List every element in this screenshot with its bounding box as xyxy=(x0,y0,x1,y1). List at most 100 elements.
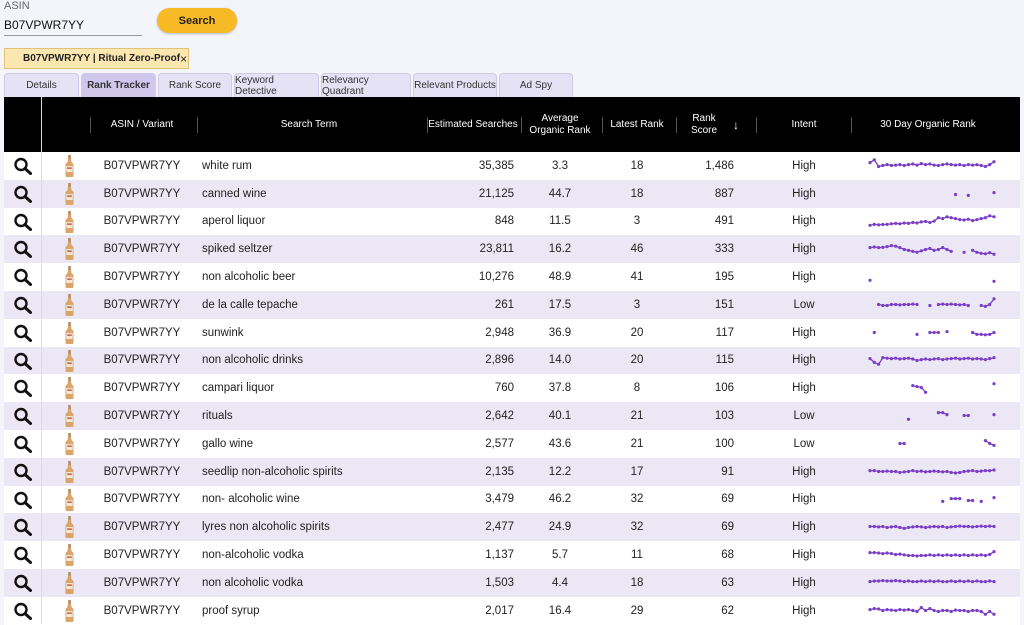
search-magnifier-icon[interactable] xyxy=(13,602,33,620)
table-row[interactable]: B07VPWR7YY de la calle tepache 261 17.5 … xyxy=(4,290,1020,319)
organic-rank-sparkline xyxy=(911,382,996,395)
sparkline-point xyxy=(992,190,996,194)
estimated-searches-cell: 2,896 xyxy=(485,354,514,367)
sparkline-segment xyxy=(938,412,948,416)
table-row[interactable]: B07VPWR7YY sunwink 2,948 36.9 20 117 Hig… xyxy=(4,318,1020,347)
table-row[interactable]: B07VPWR7YY canned wine 21,125 44.7 18 88… xyxy=(4,179,1020,208)
latest-rank-cell: 21 xyxy=(630,437,644,450)
asin-input[interactable] xyxy=(4,15,142,36)
tab-keyword-detective[interactable]: Keyword Detective xyxy=(234,73,319,97)
tab-rank-score[interactable]: Rank Score xyxy=(158,73,232,97)
organic-rank-sparkline xyxy=(868,550,996,558)
search-magnifier-icon[interactable] xyxy=(13,185,33,203)
sparkline-point xyxy=(941,499,945,503)
intent-cell: High xyxy=(792,465,816,478)
header-rank-score[interactable]: Rank Score xyxy=(678,97,730,152)
search-term-cell: non alcoholic drinks xyxy=(202,354,304,367)
search-magnifier-icon[interactable] xyxy=(13,296,33,314)
sparkline-point xyxy=(868,579,872,584)
search-magnifier-icon[interactable] xyxy=(13,574,33,592)
table-row[interactable]: B07VPWR7YY campari liquor 760 37.8 8 106… xyxy=(4,374,1020,403)
header-estimated-searches[interactable]: Estimated Searches xyxy=(428,118,518,130)
table-row[interactable]: B07VPWR7YY gallo wine 2,577 43.6 21 100 … xyxy=(4,429,1020,458)
asin-cell: B07VPWR7YY xyxy=(103,576,181,589)
table-row[interactable]: B07VPWR7YY lyres non alcoholic spirits 2… xyxy=(4,513,1020,542)
search-magnifier-icon[interactable] xyxy=(13,268,33,287)
header-30-day-organic-rank[interactable]: 30 Day Organic Rank xyxy=(880,118,976,130)
intent-cell: High xyxy=(792,382,816,395)
search-magnifier-icon[interactable] xyxy=(13,546,33,565)
tab-bar: Details Rank Tracker Rank Score Keyword … xyxy=(4,73,575,97)
search-magnifier-icon[interactable] xyxy=(13,491,33,509)
search-magnifier-icon[interactable] xyxy=(13,463,33,481)
table-row[interactable]: B07VPWR7YY spiked seltzer 23,811 16.2 46… xyxy=(4,235,1020,264)
asin-cell: B07VPWR7YY xyxy=(103,271,181,284)
search-magnifier-icon[interactable] xyxy=(13,435,33,453)
intent-cell: High xyxy=(792,243,816,256)
latest-rank-cell: 8 xyxy=(633,382,641,395)
organic-rank-sparkline xyxy=(868,578,996,584)
latest-rank-cell: 18 xyxy=(630,159,644,172)
search-term-cell: white rum xyxy=(202,159,252,172)
search-magnifier-icon[interactable] xyxy=(13,379,33,398)
header-average-organic-rank[interactable]: Average Organic Rank xyxy=(522,97,598,152)
sparkline-point xyxy=(992,579,996,584)
product-bottle-icon xyxy=(65,349,74,372)
organic-rank-sparkline xyxy=(868,355,996,366)
sparkline-point xyxy=(868,278,872,283)
search-button[interactable]: Search xyxy=(157,8,237,33)
asin-cell: B07VPWR7YY xyxy=(103,215,181,228)
header-search-term[interactable]: Search Term xyxy=(280,118,338,130)
table-row[interactable]: B07VPWR7YY non alcoholic drinks 2,896 14… xyxy=(4,346,1020,375)
organic-rank-sparkline xyxy=(868,244,996,257)
estimated-searches-cell: 1,137 xyxy=(485,549,514,562)
tab-ad-spy[interactable]: Ad Spy xyxy=(499,73,573,97)
search-magnifier-icon[interactable] xyxy=(13,324,33,342)
table-row[interactable]: B07VPWR7YY white rum 35,385 3.3 18 1,486… xyxy=(4,152,1020,180)
table-row[interactable]: B07VPWR7YY rituals 2,642 40.1 21 103 Low xyxy=(4,402,1020,430)
latest-rank-cell: 3 xyxy=(633,298,641,311)
tab-relevant-products[interactable]: Relevant Products xyxy=(413,73,497,97)
latest-rank-cell: 32 xyxy=(630,493,644,506)
header-latest-rank[interactable]: Latest Rank xyxy=(610,118,664,130)
table-row[interactable]: B07VPWR7YY non alcoholic beer 10,276 48.… xyxy=(4,263,1020,291)
asin-cell: B07VPWR7YY xyxy=(103,549,181,562)
sparkline-segment xyxy=(972,331,995,336)
asin-cell: B07VPWR7YY xyxy=(103,354,181,367)
table-row[interactable]: B07VPWR7YY non alcoholic vodka 1,503 4.4… xyxy=(4,568,1020,597)
average-rank-cell: 40.1 xyxy=(548,410,572,423)
intent-cell: High xyxy=(792,326,816,339)
search-magnifier-icon[interactable] xyxy=(13,518,33,537)
table-row[interactable]: B07VPWR7YY non- alcoholic wine 3,479 46.… xyxy=(4,485,1020,514)
average-rank-cell: 16.2 xyxy=(548,243,572,256)
table-row[interactable]: B07VPWR7YY proof syrup 2,017 16.4 29 62 … xyxy=(4,596,1020,625)
search-magnifier-icon[interactable] xyxy=(13,352,33,370)
product-bottle-icon xyxy=(65,516,74,539)
table-row[interactable]: B07VPWR7YY non-alcoholic vodka 1,137 5.7… xyxy=(4,541,1020,569)
header-intent[interactable]: Intent xyxy=(791,118,817,130)
search-term-cell: seedlip non-alcoholic spirits xyxy=(202,465,343,478)
search-magnifier-icon[interactable] xyxy=(13,240,33,259)
product-bottle-icon xyxy=(65,182,74,205)
search-term-cell: campari liquor xyxy=(202,382,275,395)
asin-cell: B07VPWR7YY xyxy=(103,410,181,423)
header-asin-variant[interactable]: ASIN / Variant xyxy=(110,118,174,130)
search-magnifier-icon[interactable] xyxy=(13,213,33,231)
average-rank-cell: 37.8 xyxy=(548,382,572,395)
organic-rank-sparkline xyxy=(877,297,996,308)
sparkline-segment xyxy=(869,606,995,615)
tab-relevancy-quadrant[interactable]: Relevancy Quadrant xyxy=(321,73,411,97)
close-icon[interactable]: × xyxy=(180,51,188,66)
search-magnifier-icon[interactable] xyxy=(13,157,33,175)
tab-rank-tracker[interactable]: Rank Tracker xyxy=(81,73,156,97)
sparkline-point xyxy=(936,411,940,415)
organic-rank-sparkline xyxy=(868,605,996,616)
table-row[interactable]: B07VPWR7YY seedlip non-alcoholic spirits… xyxy=(4,457,1020,486)
rank-score-cell: 1,486 xyxy=(705,159,734,172)
latest-rank-cell: 46 xyxy=(630,243,644,256)
tab-details[interactable]: Details xyxy=(4,73,79,97)
table-row[interactable]: B07VPWR7YY aperol liquor 848 11.5 3 491 … xyxy=(4,207,1020,236)
sparkline-point xyxy=(966,414,970,418)
search-magnifier-icon[interactable] xyxy=(13,407,33,426)
sort-arrow-icon[interactable]: ↓ xyxy=(733,117,739,132)
